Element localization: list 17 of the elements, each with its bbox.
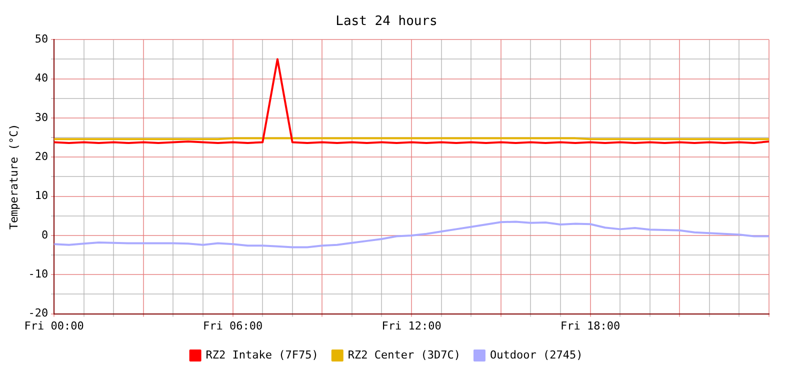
legend-label: Outdoor (2745)	[490, 348, 583, 362]
legend-label: RZ2 Intake (7F75)	[206, 348, 318, 362]
chart-title: Last 24 hours	[336, 14, 438, 30]
y-tick-label: 30	[34, 110, 48, 124]
y-tick-label: 40	[34, 72, 48, 85]
x-tick-label: Fri 00:00	[24, 319, 84, 332]
y-tick-label: 20	[34, 150, 48, 163]
y-tick-label: 10	[34, 189, 48, 202]
y-axis-title: Temperature (°C)	[7, 124, 20, 230]
x-tick-label: Fri 06:00	[202, 319, 263, 332]
x-tick-label: Fri 18:00	[560, 319, 620, 332]
y-tick-label: 50	[34, 32, 48, 46]
y-tick-label: 0	[41, 228, 48, 242]
y-tick-label: -20	[28, 306, 48, 320]
x-tick-label: Fri 12:00	[382, 319, 442, 332]
legend-label: RZ2 Center (3D7C)	[348, 348, 460, 362]
y-tick-label: -10	[28, 267, 48, 280]
